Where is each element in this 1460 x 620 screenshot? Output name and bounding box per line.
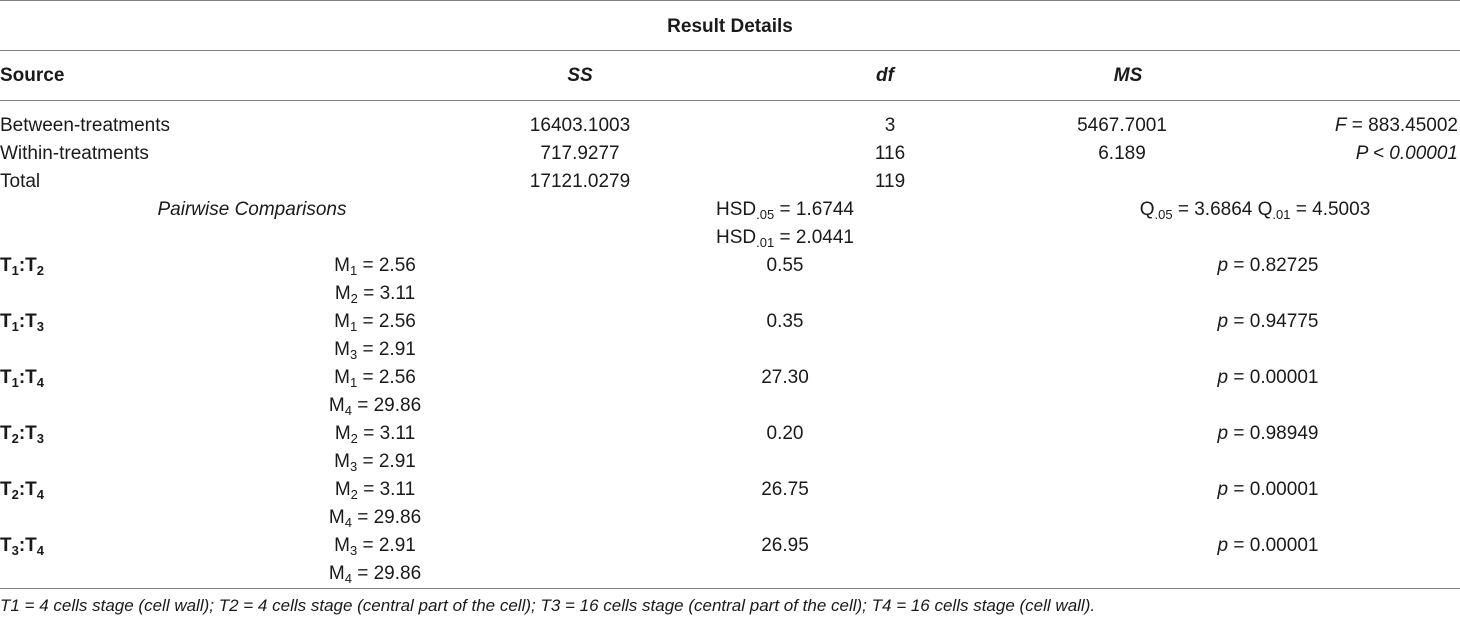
f-letter: F <box>1334 115 1347 136</box>
p-value: p = 0.00001 <box>1217 535 1319 556</box>
anova-source: Between-treatments <box>0 115 171 136</box>
anova-ss: 16403.1003 <box>529 115 631 136</box>
mean-difference: 0.20 <box>766 423 804 444</box>
comparison-label: T1:T4 <box>0 367 45 390</box>
top-rule <box>0 0 1460 1</box>
q-values: Q.05 = 3.6864 Q.01 = 4.5003 <box>1139 199 1371 222</box>
f-value: = 883.45002 <box>1346 115 1458 136</box>
footnote: T1 = 4 cells stage (cell wall); T2 = 4 c… <box>0 596 1096 615</box>
comparison-label: T2:T3 <box>0 423 45 446</box>
mean-b: M4 = 29.86 <box>328 395 422 418</box>
anova-ms: 5467.7001 <box>1077 115 1167 136</box>
mean-difference: 0.55 <box>766 255 804 276</box>
anova-df: 3 <box>884 115 896 136</box>
p-value: p = 0.00001 <box>1217 479 1319 500</box>
header-ss: SS <box>567 65 593 86</box>
bottom-rule <box>0 588 1460 589</box>
mean-b: M4 = 29.86 <box>328 563 422 586</box>
title-rule <box>0 50 1460 51</box>
mean-a: M1 = 2.56 <box>334 255 416 278</box>
header-ms: MS <box>1113 65 1143 86</box>
anova-source: Within-treatments <box>0 143 149 164</box>
mean-b: M2 = 3.11 <box>334 283 416 306</box>
header-rule <box>0 100 1460 101</box>
comparison-label: T1:T3 <box>0 311 45 334</box>
p-value: p = 0.94775 <box>1217 311 1319 332</box>
mean-b: M4 = 29.86 <box>328 507 422 530</box>
p-value: p = 0.98949 <box>1217 423 1319 444</box>
header-source: Source <box>0 65 65 86</box>
p-value: p = 0.82725 <box>1217 255 1319 276</box>
mean-a: M2 = 3.11 <box>334 479 416 502</box>
mean-a: M3 = 2.91 <box>334 535 416 558</box>
comparison-label: T2:T4 <box>0 479 45 502</box>
anova-df: 116 <box>874 143 906 164</box>
mean-difference: 0.35 <box>766 311 804 332</box>
anova-ss: 717.9277 <box>540 143 620 164</box>
anova-ss: 17121.0279 <box>529 171 631 192</box>
mean-difference: 27.30 <box>761 367 809 388</box>
mean-difference: 26.75 <box>761 479 809 500</box>
comparison-label: T1:T2 <box>0 255 45 278</box>
pairwise-label: Pairwise Comparisons <box>157 199 347 220</box>
mean-a: M1 = 2.56 <box>334 311 416 334</box>
mean-b: M3 = 2.91 <box>334 451 416 474</box>
anova-ms: 6.189 <box>1098 143 1146 164</box>
mean-a: M1 = 2.56 <box>334 367 416 390</box>
mean-difference: 26.95 <box>761 535 809 556</box>
mean-b: M3 = 2.91 <box>334 339 416 362</box>
anova-p-stat: P < 0.00001 <box>1355 143 1458 164</box>
anova-source: Total <box>0 171 41 192</box>
anova-df: 119 <box>874 171 906 192</box>
comparison-label: T3:T4 <box>0 535 45 558</box>
table-title: Result Details <box>667 16 793 37</box>
header-df: df <box>876 65 894 86</box>
hsd-01: HSD.01 = 2.0441 <box>716 227 854 250</box>
hsd-05: HSD.05 = 1.6744 <box>716 199 854 222</box>
anova-f-stat: F = 883.45002 <box>1335 112 1458 140</box>
p-value: p = 0.00001 <box>1217 367 1319 388</box>
mean-a: M2 = 3.11 <box>334 423 416 446</box>
